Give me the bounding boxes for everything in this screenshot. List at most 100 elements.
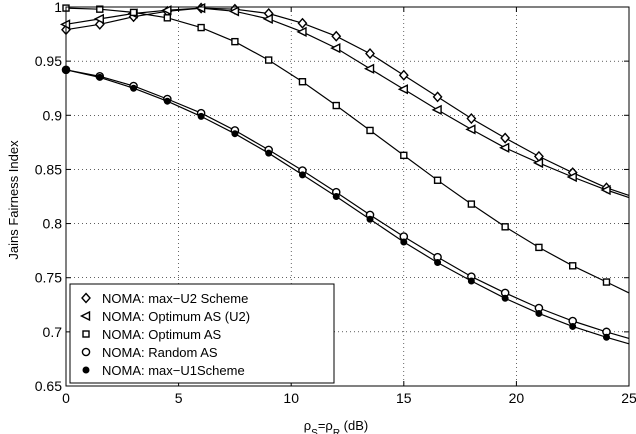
data-point [569,322,577,330]
series-line [65,69,630,339]
data-point [264,56,273,64]
data-point [129,8,138,17]
y-axis-label: Jains Fairness Index [6,140,21,260]
data-point [195,2,206,14]
data-point [501,294,509,302]
legend-label: NOMA: Random AS [102,345,218,360]
data-point [262,13,273,25]
x-tick-label: 15 [396,390,412,406]
data-point [330,43,341,54]
ticks: 0 5 10 15 20 25 0.65 0.7 0.75 0.8 0.85 0.9 0.95 1 [35,0,636,406]
data-point [228,6,240,17]
data-point [431,104,442,116]
legend-label: NOMA: Optimum AS (U2) [102,309,250,324]
y-tick-label: 0.75 [35,270,62,286]
legend-marker [79,310,91,322]
x-tick-label: 5 [175,390,183,406]
data-point [600,184,611,196]
x-label-eq: = [318,418,326,433]
series-line [65,7,630,199]
data-point [298,171,306,179]
data-point [434,259,442,267]
y-tick-label: 0.95 [35,53,62,69]
legend-label: NOMA: max−U1Scheme [102,363,245,378]
data-point [602,333,610,341]
data-point [466,112,477,125]
data-point [297,17,308,29]
data-point [535,309,543,317]
legend-marker [82,330,90,338]
legend-marker [82,366,90,374]
series-square [62,4,630,294]
x-tick-label: 20 [509,390,525,406]
data-point [296,26,307,38]
x-tick-label: 10 [283,390,299,406]
x-label-unit: (dB) [340,418,368,433]
series-line [65,7,630,196]
data-point [96,5,104,13]
data-point [366,215,374,223]
data-point [432,91,443,103]
data-point [400,151,408,160]
data-point [366,126,374,135]
series-line [65,69,630,345]
series-layer [59,2,630,345]
data-point [130,84,138,92]
x-label-rho-s: ρ [304,418,311,433]
series-dot [62,66,630,345]
series-diamond [61,2,630,196]
data-point [163,97,171,105]
data-point [398,69,409,81]
x-label-sub-s: S [311,428,318,434]
data-point [535,243,543,252]
data-point [433,176,442,184]
data-point [231,130,239,138]
y-tick-label: 0.8 [43,216,63,232]
data-point [298,78,307,86]
data-point [467,200,476,208]
y-tick-label: 1 [54,0,62,15]
data-point [566,171,577,183]
series-line [65,7,630,294]
data-point [467,277,475,285]
data-point [197,23,205,32]
x-label-rho-r: ρ [325,418,332,433]
series-triangle-left [59,2,630,199]
y-tick-label: 0.9 [43,107,63,123]
data-point [465,124,476,135]
x-axis-label: ρS=ρR (dB) [304,418,368,434]
y-tick-label: 0.85 [35,161,62,177]
legend: NOMA: max−U2 Scheme NOMA: Optimum AS (U2)… [69,283,335,384]
data-point [499,142,510,153]
data-point [197,112,205,120]
legend-marker [81,347,91,357]
data-point [569,262,577,270]
x-tick-label: 25 [621,390,636,406]
data-point [331,30,342,42]
data-point [400,238,408,246]
legend-label: NOMA: Optimum AS [102,327,222,342]
data-point [96,73,104,81]
y-tick-label: 0.65 [35,378,62,394]
data-point [500,132,511,144]
data-point [501,223,509,231]
data-point [332,101,340,110]
data-point [332,192,340,200]
x-label-sub-r: R [333,428,340,434]
legend-marker [81,292,91,304]
data-point [161,5,172,16]
plot-frame [65,6,630,387]
data-point [163,14,172,22]
x-tick-label: 0 [62,390,70,406]
data-point [231,37,239,46]
data-point [365,48,375,60]
legend-label: NOMA: max−U2 Scheme [102,291,248,306]
data-point [602,278,611,286]
y-tick-label: 0.7 [43,324,63,340]
data-point [265,149,273,157]
data-point [397,84,408,95]
data-point [532,157,544,169]
legend-box [69,283,335,384]
data-point [363,63,375,74]
